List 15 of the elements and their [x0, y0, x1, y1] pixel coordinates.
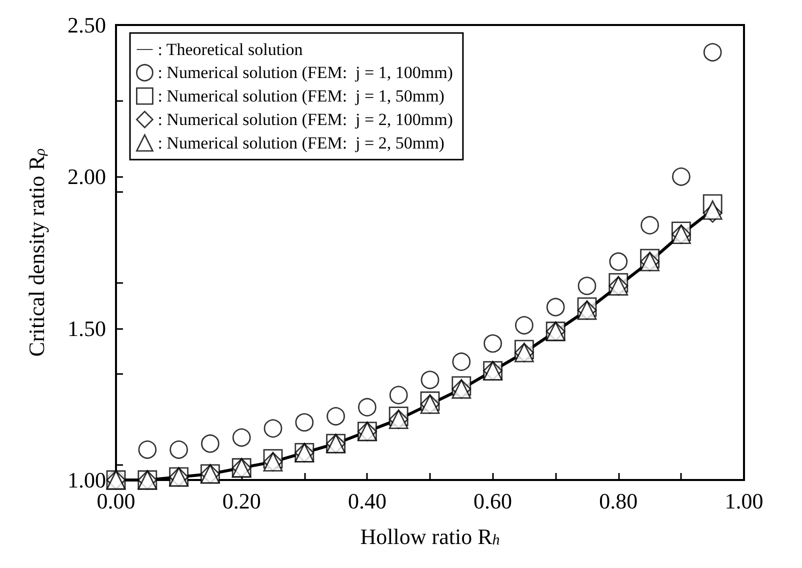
- x-tick-label: 1.00: [724, 488, 764, 514]
- x-tick-label: 0.80: [599, 488, 638, 514]
- x-tick-label: 0.20: [222, 488, 261, 514]
- x-tick-label: 0.40: [348, 488, 386, 514]
- y-tick-label: 1.50: [68, 316, 106, 341]
- legend-label: : Numerical solution (FEM: j = 1, 100mm): [158, 63, 453, 82]
- legend-label: : Numerical solution (FEM: j = 2, 50mm): [158, 133, 444, 152]
- y-axis-title: Critical density ratio Rρ: [24, 148, 49, 357]
- y-tick-label: 2.50: [68, 12, 106, 38]
- y-tick-label: 2.00: [68, 164, 106, 190]
- legend-label: : Numerical solution (FEM: j = 2, 100mm): [158, 110, 453, 129]
- x-tick-label: 0.60: [474, 488, 512, 514]
- x-axis-title: Hollow ratio Rh: [360, 524, 500, 549]
- legend-label: : Theoretical solution: [158, 40, 304, 59]
- legend-label: : Numerical solution (FEM: j = 1, 50mm): [158, 86, 444, 106]
